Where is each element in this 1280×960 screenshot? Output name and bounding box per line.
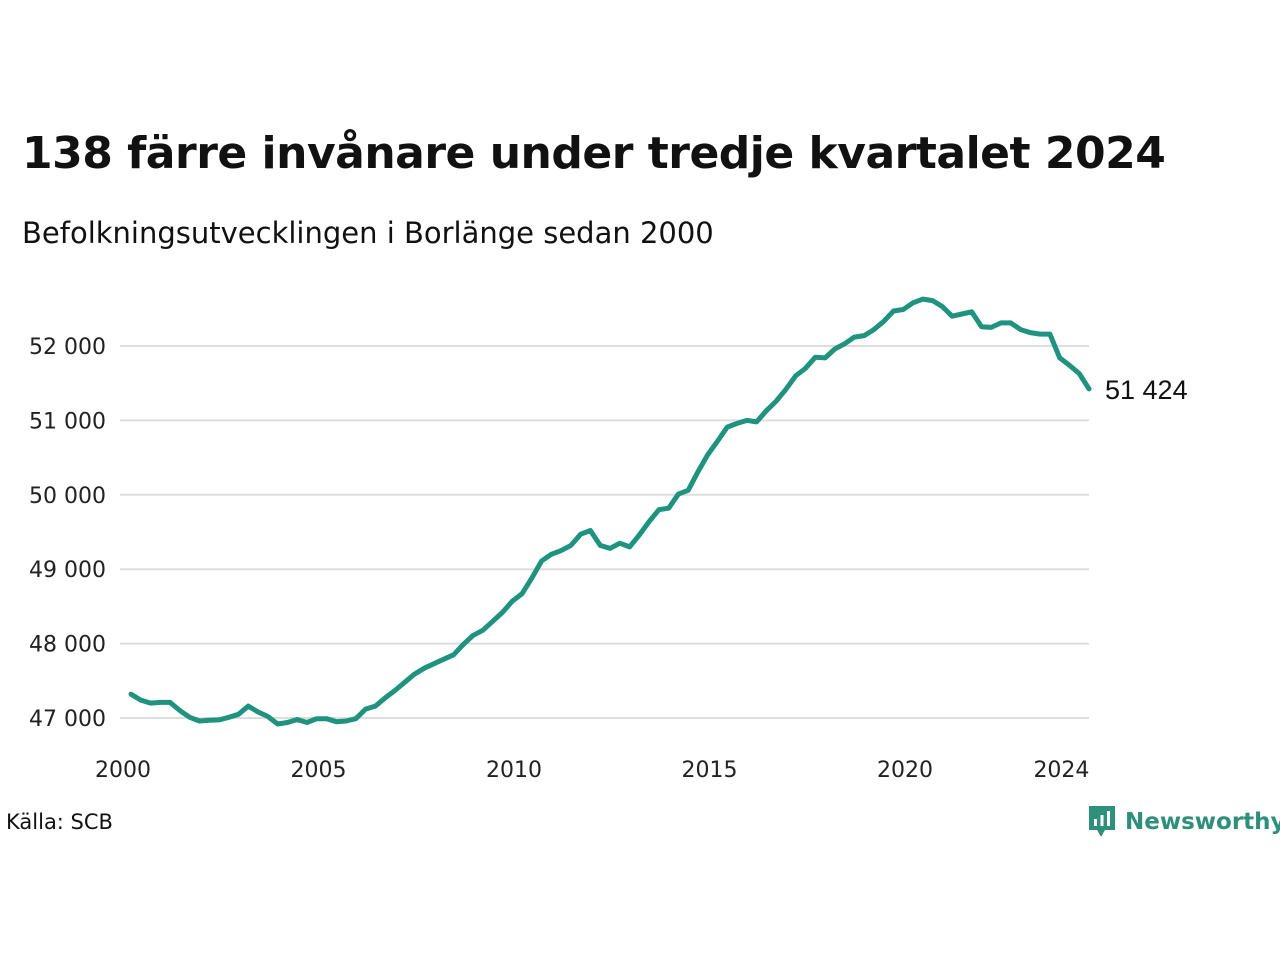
chart-subtitle: Befolkningsutvecklingen i Borlänge sedan… [22, 216, 714, 250]
x-tick-label: 2005 [291, 758, 347, 783]
y-tick-label: 49 000 [29, 558, 106, 583]
y-tick-label: 48 000 [29, 633, 106, 658]
series [128, 296, 1092, 727]
gridlines [120, 345, 1089, 719]
y-tick-label: 50 000 [29, 484, 106, 509]
y-tick-label: 52 000 [29, 335, 106, 360]
chart-title: 138 färre invånare under tredje kvartale… [22, 128, 1166, 179]
x-tick-label: 2020 [877, 758, 933, 783]
y-tick-label: 47 000 [29, 707, 106, 732]
end-value-label: 51 424 [1105, 375, 1188, 405]
y-tick-label: 51 000 [29, 409, 106, 434]
series-line [128, 296, 1092, 727]
x-tick-label: 2010 [486, 758, 542, 783]
x-axis-ticks: 2000 2005 2010 2015 2020 2024 [95, 758, 1089, 783]
x-tick-label: 2000 [95, 758, 151, 783]
end-labels: 51 424 [1105, 375, 1188, 405]
x-tick-label: 2024 [1033, 758, 1089, 783]
brand-name: Newsworthy [1125, 809, 1280, 835]
source-note: Källa: SCB [6, 810, 113, 834]
x-tick-label: 2015 [682, 758, 738, 783]
newsworthy-logo-icon [1089, 806, 1115, 837]
brand-logo: Newsworthy [1087, 804, 1280, 840]
y-axis-ticks: 47 000 48 000 49 000 50 000 51 000 52 000 [29, 335, 106, 732]
